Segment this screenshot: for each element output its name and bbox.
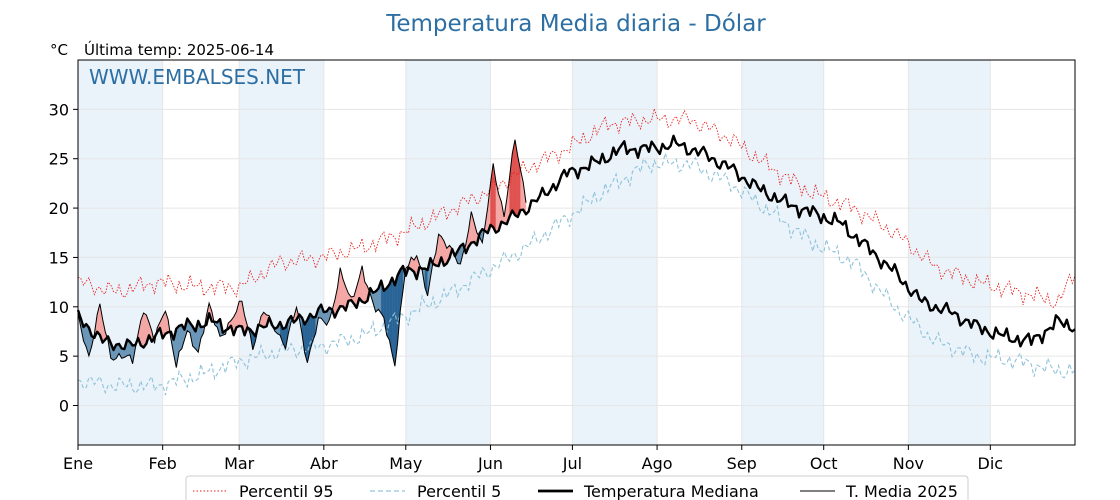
x-tick-label: Oct [810, 454, 838, 473]
y-axis-ticks: 0 5 10 15 20 25 30 [49, 100, 78, 416]
series-p95-line [77, 106, 1076, 308]
series-lines [76, 106, 1076, 396]
warm-anomaly-fill [239, 301, 243, 327]
series-median-line [76, 134, 1076, 352]
legend: Percentil 95 Percentil 5 Temperatura Med… [185, 475, 969, 500]
x-tick-label: Abr [310, 454, 338, 473]
legend-median-label: Temperatura Mediana [583, 482, 759, 500]
y-tick-label: 30 [49, 100, 69, 119]
y-tick-label: 20 [49, 199, 69, 218]
y-tick-label: 0 [59, 397, 69, 416]
cold-anomaly-fill [391, 277, 396, 367]
legend-2025-label: T. Media 2025 [845, 482, 958, 500]
x-tick-label: Nov [893, 454, 924, 473]
month-bands [78, 60, 991, 445]
legend-p5-label: Percentil 5 [417, 482, 501, 500]
y-tick-label: 25 [49, 150, 69, 169]
x-tick-label: Mar [224, 454, 255, 473]
x-axis-ticks: Ene Feb Mar Abr May Jun Jul Ago Sep Oct Nov Dic [63, 445, 1003, 473]
y-tick-label: 10 [49, 298, 69, 317]
month-band [908, 60, 991, 445]
x-tick-label: Ago [642, 454, 673, 473]
x-tick-label: Jul [562, 454, 582, 473]
month-band [572, 60, 658, 445]
x-tick-label: Sep [727, 454, 757, 473]
x-tick-label: Feb [149, 454, 177, 473]
watermark: WWW.EMBALSES.NET [89, 65, 306, 89]
grid-lines [77, 60, 1075, 445]
cold-anomaly-fill [178, 324, 182, 352]
x-tick-label: Jun [477, 454, 503, 473]
plot-frame [77, 59, 1076, 446]
chart-title: Temperatura Media diaria - Dólar [385, 11, 766, 37]
x-tick-label: Dic [978, 454, 1004, 473]
y-tick-label: 5 [59, 347, 69, 366]
series-2025-line [77, 139, 527, 368]
x-tick-label: May [389, 454, 422, 473]
month-band [741, 60, 824, 445]
x-tick-label: Ene [63, 454, 93, 473]
legend-p95-label: Percentil 95 [239, 482, 334, 500]
y-tick-label: 15 [49, 248, 69, 267]
legend-box [185, 475, 969, 500]
unit-label: °C [50, 41, 68, 59]
last-temp-label: Última temp: 2025-06-14 [84, 40, 274, 59]
month-band [239, 60, 324, 445]
month-band [78, 60, 163, 445]
series-p5-line [77, 151, 1076, 396]
